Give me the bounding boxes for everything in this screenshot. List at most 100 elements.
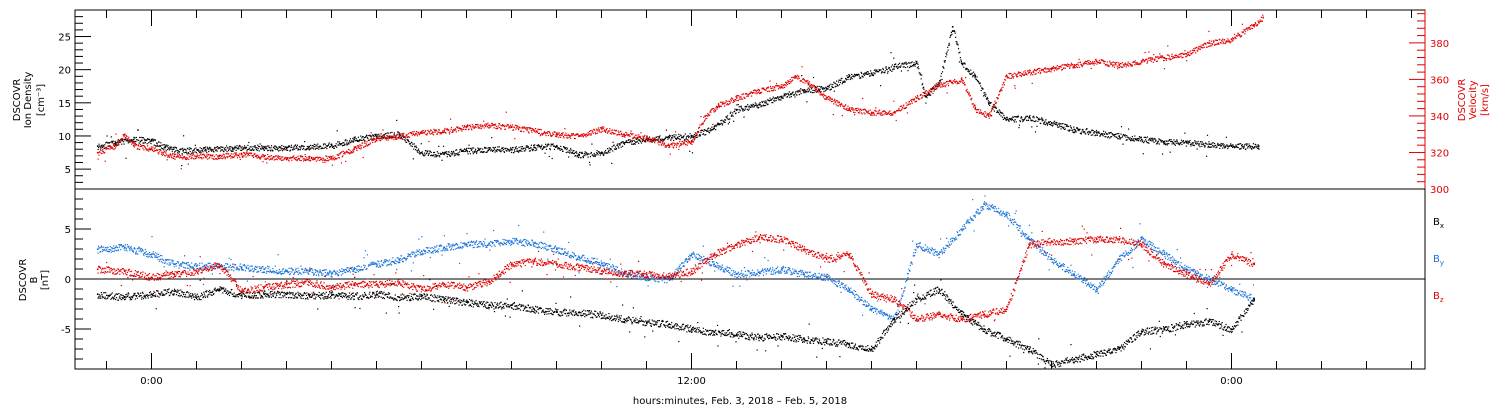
ion-density-series-point	[1170, 139, 1172, 141]
velocity-series-point	[187, 163, 189, 165]
velocity-series-point	[945, 82, 947, 84]
velocity-series-point	[999, 91, 1001, 93]
ion-density-series-point	[913, 64, 915, 66]
ion-density-series-point	[235, 149, 237, 151]
velocity-series-point	[1082, 62, 1084, 64]
velocity-series-point	[485, 123, 487, 125]
velocity-series-point	[1116, 61, 1118, 64]
velocity-series-point	[1225, 40, 1227, 42]
velocity-series-point	[117, 143, 119, 145]
velocity-series-point	[466, 125, 468, 127]
ion-density-series-point	[678, 135, 680, 137]
velocity-series-point	[1042, 70, 1044, 72]
ion-density-series-point	[963, 66, 965, 68]
velocity-series-point	[143, 149, 145, 151]
ion-density-series-point	[787, 93, 789, 95]
velocity-series-point	[1181, 57, 1183, 59]
velocity-series-point	[1222, 38, 1224, 40]
ion-density-series-point	[1233, 147, 1236, 149]
velocity-series-point	[751, 92, 753, 94]
velocity-series-point	[1087, 62, 1090, 64]
velocity-series-point	[943, 82, 945, 84]
velocity-series-point	[544, 131, 546, 133]
ion-density-series-point	[513, 149, 515, 151]
ion-density-series-point	[1193, 145, 1195, 147]
ion-density-series-point	[737, 104, 739, 106]
ion-density-series-point	[1198, 144, 1200, 147]
ion-density-series-point	[836, 83, 838, 86]
ion-density-series-point	[216, 150, 218, 152]
velocity-series-point	[201, 157, 203, 159]
velocity-series-point	[218, 158, 220, 160]
ion-density-series-point	[762, 104, 764, 106]
velocity-series-point	[349, 152, 351, 154]
velocity-series-point	[850, 110, 852, 112]
ion-density-series-point	[651, 141, 653, 143]
velocity-series-point	[171, 157, 173, 159]
ion-density-series-point	[527, 146, 530, 148]
ion-density-series-point	[1086, 128, 1088, 130]
velocity-series-point	[247, 155, 249, 157]
ion-density-series-point	[1129, 137, 1131, 139]
velocity-series-point	[214, 148, 216, 150]
ion-density-series-point	[575, 154, 577, 157]
velocity-series-point	[368, 143, 370, 146]
ion-density-series-point	[788, 91, 790, 93]
ion-density-series-point	[553, 145, 555, 147]
velocity-series-point	[967, 91, 969, 93]
ion-density-series-point	[683, 135, 685, 137]
velocity-series-point	[1078, 66, 1081, 68]
ion-density-series-point	[794, 94, 796, 96]
velocity-series-point	[716, 108, 718, 110]
ion-density-series-point	[139, 141, 141, 143]
ion-density-series-point	[253, 145, 256, 147]
ion-density-series-point	[309, 144, 311, 146]
velocity-series-point	[174, 153, 176, 155]
ion-density-series-point	[1135, 139, 1137, 141]
velocity-series-point	[587, 132, 589, 134]
ion-density-series-point	[796, 94, 798, 96]
velocity-series-point	[827, 98, 829, 100]
ion-density-series-point	[514, 147, 516, 149]
velocity-series-point	[389, 135, 391, 137]
velocity-series-point	[757, 92, 759, 94]
ion-density-series-point	[342, 142, 344, 144]
velocity-series-point	[720, 105, 722, 108]
velocity-series-point	[577, 134, 579, 136]
velocity-series-point	[537, 128, 539, 130]
velocity-series-point	[945, 84, 947, 86]
velocity-series-point	[1172, 56, 1175, 58]
ion-density-series-point	[166, 146, 168, 148]
ion-density-series-point	[851, 73, 853, 75]
ion-density-series-point	[203, 147, 205, 149]
ion-density-series-point	[778, 96, 780, 98]
velocity-series-point	[313, 157, 316, 159]
ion-density-series-point	[236, 145, 238, 147]
velocity-series-point	[664, 146, 666, 148]
ion-density-series-point	[966, 68, 969, 70]
velocity-series-point	[391, 135, 394, 137]
ion-density-series-point	[475, 151, 477, 153]
velocity-series-point	[868, 110, 870, 112]
ion-density-series-point	[399, 134, 402, 136]
velocity-series-point	[240, 147, 242, 149]
ion-density-series-point	[251, 149, 253, 151]
ion-density-series-point	[1257, 144, 1259, 146]
ion-density-series-point	[437, 152, 439, 154]
velocity-series-point	[475, 126, 477, 129]
velocity-series-point	[492, 123, 494, 125]
ion-density-series-point	[204, 150, 206, 152]
ion-density-series-point	[609, 151, 611, 153]
ion-density-series-point	[683, 139, 686, 141]
ion-density-series-point	[1144, 140, 1146, 142]
ion-density-series-point	[186, 153, 188, 155]
velocity-series-point	[240, 153, 242, 155]
velocity-series-point	[1220, 42, 1222, 44]
ion-density-series-point	[1224, 146, 1227, 148]
ion-density-series-point	[958, 61, 961, 63]
velocity-series-point	[244, 153, 246, 155]
velocity-series-point	[1120, 62, 1122, 65]
ion-density-series-point	[716, 123, 719, 125]
velocity-series-point	[329, 155, 331, 157]
velocity-series-point	[457, 126, 459, 128]
